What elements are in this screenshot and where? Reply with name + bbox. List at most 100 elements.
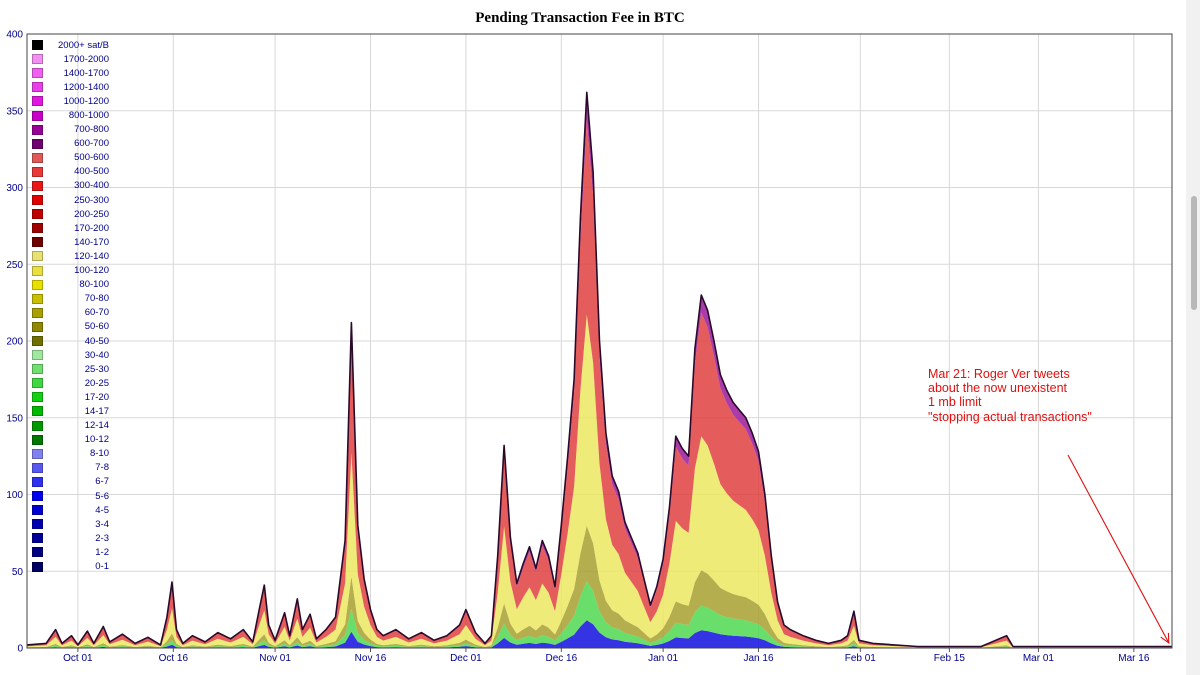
legend-label: 250-300: [74, 194, 109, 206]
annotation-arrow-line: [1067, 454, 1170, 644]
legend-label: 25-30: [84, 363, 109, 375]
legend-label: 30-40: [84, 349, 109, 361]
legend-item: 0-1: [32, 559, 109, 573]
x-tick-label: Oct 01: [63, 653, 93, 664]
legend-swatch: [32, 251, 43, 262]
legend-label: 400-500: [74, 166, 109, 178]
legend-item: 80-100: [32, 278, 109, 292]
legend-item: 3-4: [32, 517, 109, 531]
legend-item: 6-7: [32, 475, 109, 489]
area-band-80-140: [27, 314, 1172, 648]
x-tick-label: Mar 01: [1023, 653, 1055, 664]
legend-label: 700-800: [74, 124, 109, 136]
legend-label: 2-3: [95, 532, 109, 544]
legend-swatch: [32, 279, 43, 290]
y-tick-label: 350: [6, 106, 23, 117]
legend-item: 600-700: [32, 137, 109, 151]
legend-label: 300-400: [74, 180, 109, 192]
legend-item: 25-30: [32, 362, 109, 376]
legend-swatch: [32, 237, 43, 248]
legend-swatch: [32, 265, 43, 276]
legend-label: 100-120: [74, 265, 109, 277]
legend-item: 1200-1400: [32, 80, 109, 94]
fee-area-bands: [26, 91, 1172, 648]
legend-label: 4-5: [95, 504, 109, 516]
annotation-arrow-head: [1160, 632, 1170, 645]
plot-frame: [26, 33, 1173, 649]
legend-swatch: [32, 152, 43, 163]
x-tick-label: Nov 01: [259, 653, 291, 664]
x-tick-label: Oct 16: [159, 653, 189, 664]
legend-item: 2-3: [32, 531, 109, 545]
legend-item: 200-250: [32, 207, 109, 221]
chart-title: Pending Transaction Fee in BTC: [475, 10, 685, 26]
legend-item: 140-170: [32, 235, 109, 249]
x-tick-label: Jan 16: [744, 653, 774, 664]
legend-label: 500-600: [74, 152, 109, 164]
legend-swatch: [32, 54, 43, 65]
legend-label: 14-17: [84, 405, 109, 417]
x-tick-label: Dec 01: [450, 653, 482, 664]
legend-swatch: [32, 561, 43, 572]
legend-swatch: [32, 96, 43, 107]
legend-label: 170-200: [74, 222, 109, 234]
legend-label: 1700-2000: [63, 53, 109, 65]
legend-label: 800-1000: [68, 110, 109, 122]
legend-item: 10-12: [32, 433, 109, 447]
page-scrollbar[interactable]: [1186, 0, 1200, 675]
y-tick-label: 50: [12, 567, 24, 578]
legend-label: 8-10: [89, 448, 109, 460]
annotation-arrow: [1067, 454, 1170, 645]
legend-item: 60-70: [32, 306, 109, 320]
annotation-line: 1 mb limit: [928, 395, 982, 410]
legend-swatch: [32, 392, 43, 403]
legend-swatch: [32, 209, 43, 220]
legend-item: 1700-2000: [32, 52, 109, 66]
legend-swatch: [32, 124, 43, 135]
legend-item: 14-17: [32, 404, 109, 418]
legend-label: 7-8: [95, 462, 109, 474]
legend-swatch: [32, 223, 43, 234]
legend-item: 5-6: [32, 489, 109, 503]
legend-label: 80-100: [79, 279, 109, 291]
legend-label: 1-2: [95, 546, 109, 558]
legend-swatch: [32, 68, 43, 79]
legend-item: 250-300: [32, 193, 109, 207]
legend-label: 10-12: [84, 434, 109, 446]
legend-item: 2000+ sat/B: [32, 38, 109, 52]
scrollbar-thumb[interactable]: [1191, 196, 1197, 310]
legend-item: 30-40: [32, 348, 109, 362]
legend-swatch: [32, 364, 43, 375]
legend-swatch: [32, 505, 43, 516]
y-tick-label: 0: [17, 644, 23, 655]
legend-label: 600-700: [74, 138, 109, 150]
legend-label: 20-25: [84, 377, 109, 389]
legend-label: 1000-1200: [63, 95, 109, 107]
y-tick-label: 250: [6, 260, 23, 271]
y-tick-label: 300: [6, 183, 23, 194]
legend-swatch: [32, 110, 43, 121]
legend-item: 70-80: [32, 292, 109, 306]
y-tick-label: 100: [6, 490, 23, 501]
legend-item: 7-8: [32, 461, 109, 475]
legend-swatch: [32, 519, 43, 530]
legend-swatch: [32, 476, 43, 487]
legend-label: 1200-1400: [63, 81, 109, 93]
legend-label: 6-7: [95, 476, 109, 488]
legend-swatch: [32, 321, 43, 332]
legend-item: 500-600: [32, 151, 109, 165]
legend-swatch: [32, 307, 43, 318]
legend-item: 300-400: [32, 179, 109, 193]
legend-swatch: [32, 195, 43, 206]
legend-item: 800-1000: [32, 108, 109, 122]
legend-label: 3-4: [95, 518, 109, 530]
y-tick-label: 200: [6, 337, 23, 348]
legend-label: 70-80: [84, 293, 109, 305]
legend-swatch: [32, 434, 43, 445]
legend-label: 60-70: [84, 307, 109, 319]
legend-swatch: [32, 180, 43, 191]
x-tick-label: Dec 16: [545, 653, 577, 664]
legend-item: 8-10: [32, 447, 109, 461]
area-band-0-20: [27, 620, 1172, 648]
